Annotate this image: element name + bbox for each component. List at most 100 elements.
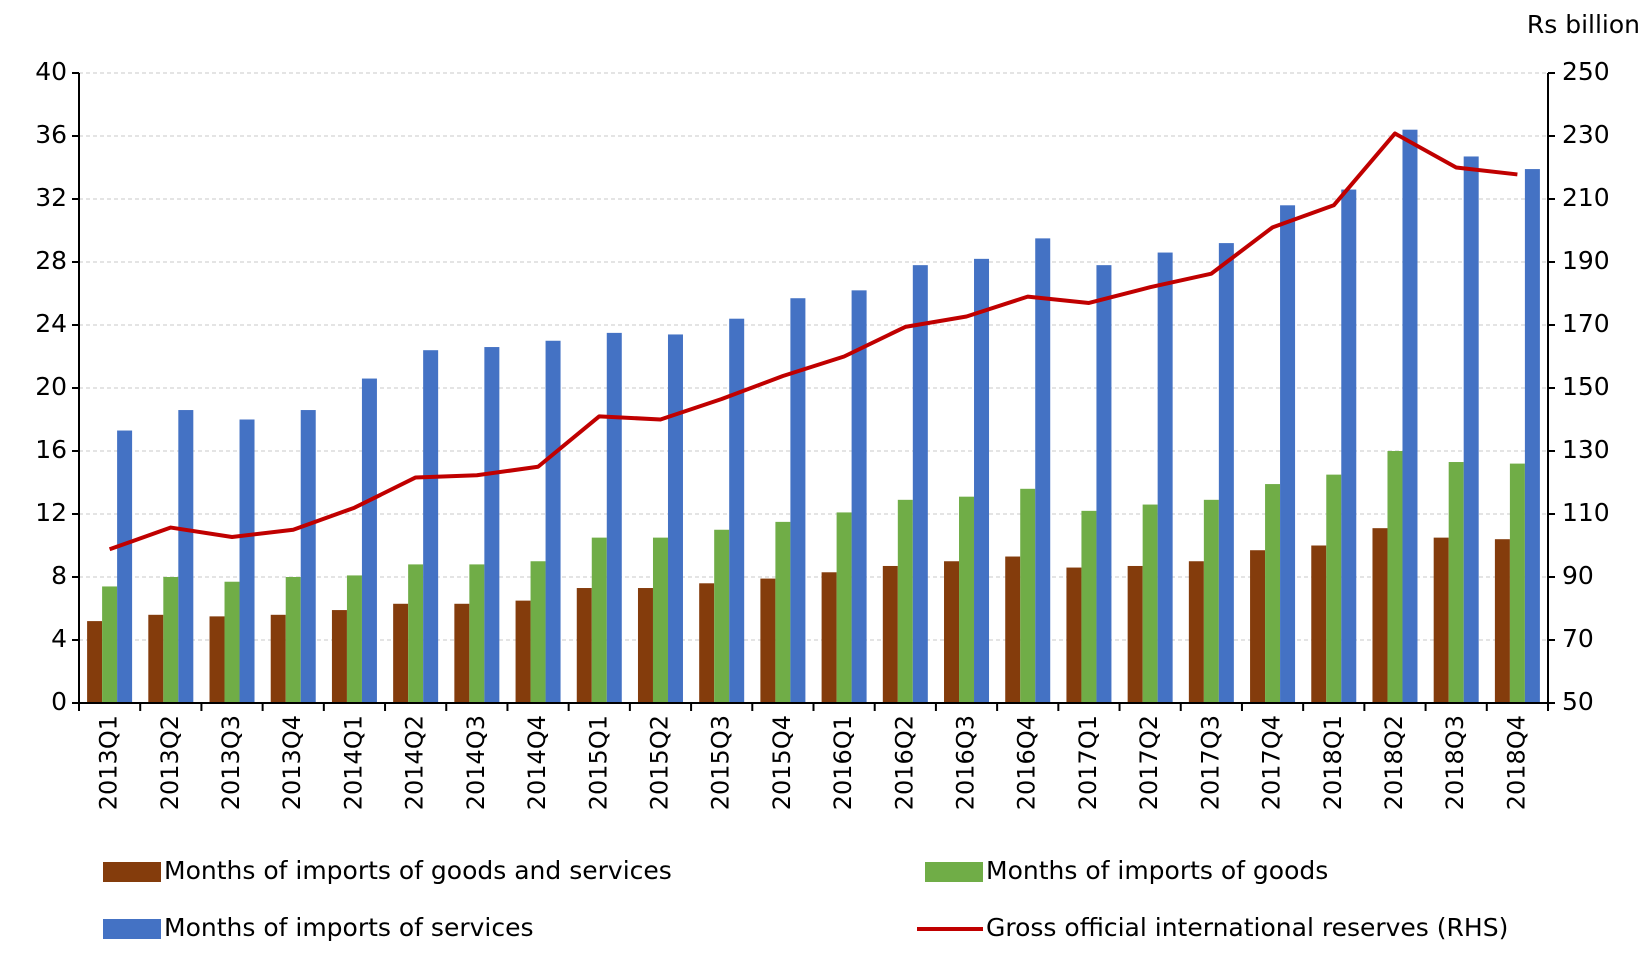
bar bbox=[393, 603, 409, 703]
y-tick-label: 20 bbox=[35, 372, 67, 401]
bar bbox=[102, 586, 118, 703]
bar bbox=[1066, 567, 1082, 703]
y-tick-label: 40 bbox=[35, 57, 67, 86]
bar bbox=[270, 614, 286, 703]
x-tick-label: 2014Q1 bbox=[339, 715, 367, 810]
bar bbox=[1157, 252, 1173, 704]
bar bbox=[760, 578, 776, 703]
y-tick-label: 32 bbox=[35, 183, 67, 212]
legend-swatch bbox=[103, 919, 161, 939]
bar bbox=[224, 581, 240, 703]
bar bbox=[515, 600, 531, 703]
y-tick-label: 4 bbox=[51, 624, 67, 653]
x-tick-label: 2015Q4 bbox=[768, 715, 796, 810]
bar bbox=[163, 577, 179, 703]
x-tick-label: 2016Q2 bbox=[890, 715, 918, 810]
bar bbox=[300, 410, 316, 703]
x-tick-label: 2016Q4 bbox=[1013, 715, 1041, 810]
bar bbox=[652, 537, 668, 703]
x-tick-label: 2018Q2 bbox=[1380, 715, 1408, 810]
bar bbox=[239, 419, 255, 703]
bar bbox=[1005, 556, 1021, 703]
bar bbox=[1035, 238, 1051, 703]
y-tick-label: 28 bbox=[35, 246, 67, 275]
bar bbox=[959, 496, 975, 703]
y2-tick-label: 70 bbox=[1562, 624, 1594, 653]
bar bbox=[1218, 243, 1234, 703]
x-tick-label: 2017Q3 bbox=[1196, 715, 1224, 810]
bar bbox=[637, 588, 653, 703]
legend-swatch bbox=[103, 862, 161, 882]
bar bbox=[1509, 463, 1525, 703]
legend-label: Months of imports of goods and services bbox=[164, 856, 672, 885]
bar bbox=[209, 616, 225, 703]
x-tick-label: 2016Q1 bbox=[829, 715, 857, 810]
x-tick-label: 2018Q1 bbox=[1319, 715, 1347, 810]
bar bbox=[361, 378, 377, 703]
y-tick-label: 12 bbox=[35, 498, 67, 527]
bar bbox=[1326, 474, 1342, 703]
line bbox=[108, 131, 1518, 552]
bar bbox=[1311, 545, 1327, 703]
bar bbox=[423, 350, 439, 703]
bar bbox=[1372, 528, 1388, 703]
bar bbox=[469, 564, 485, 703]
x-tick-label: 2017Q1 bbox=[1074, 715, 1102, 810]
bar bbox=[1081, 510, 1097, 703]
bar bbox=[836, 512, 852, 703]
bar bbox=[775, 521, 791, 703]
bar bbox=[821, 572, 837, 703]
bar bbox=[912, 265, 928, 703]
x-tick-label: 2018Q3 bbox=[1441, 715, 1469, 810]
x-tick-label: 2017Q4 bbox=[1258, 715, 1286, 810]
bar bbox=[1096, 265, 1112, 703]
bar bbox=[851, 290, 867, 703]
bar bbox=[346, 575, 362, 703]
bar bbox=[699, 583, 715, 703]
x-tick-label: 2014Q4 bbox=[523, 715, 551, 810]
bar bbox=[178, 410, 194, 703]
y2-tick-label: 90 bbox=[1562, 561, 1594, 590]
bar bbox=[408, 564, 424, 703]
y2-tick-label: 250 bbox=[1562, 57, 1610, 86]
y2-tick-label: 110 bbox=[1562, 498, 1610, 527]
bar bbox=[1188, 561, 1204, 703]
y2-tick-label: 190 bbox=[1562, 246, 1610, 275]
bar bbox=[729, 318, 745, 703]
bar bbox=[790, 298, 806, 703]
bar bbox=[897, 499, 913, 703]
bar bbox=[454, 603, 470, 703]
legend-label: Months of imports of goods bbox=[986, 856, 1328, 885]
bar bbox=[1448, 462, 1464, 703]
bar bbox=[1280, 205, 1296, 704]
y2-tick-label: 210 bbox=[1562, 183, 1610, 212]
bar bbox=[1494, 539, 1510, 703]
bar bbox=[484, 347, 500, 703]
bar bbox=[1433, 537, 1449, 703]
bar bbox=[606, 332, 622, 703]
bar bbox=[117, 430, 133, 703]
x-tick-label: 2013Q4 bbox=[278, 715, 306, 810]
x-tick-label: 2013Q2 bbox=[156, 715, 184, 810]
legend-label: Months of imports of services bbox=[164, 913, 534, 942]
bar bbox=[285, 577, 301, 703]
bar bbox=[1387, 451, 1403, 703]
bar bbox=[974, 258, 990, 703]
y2-tick-label: 130 bbox=[1562, 435, 1610, 464]
x-tick-label: 2015Q1 bbox=[584, 715, 612, 810]
legend-label: Gross official international reserves (R… bbox=[986, 913, 1508, 942]
y-tick-label: 36 bbox=[35, 120, 67, 149]
bar bbox=[1142, 504, 1158, 703]
bar bbox=[882, 565, 898, 703]
x-tick-label: 2015Q3 bbox=[707, 715, 735, 810]
bar bbox=[1265, 484, 1281, 703]
bar bbox=[530, 561, 546, 703]
y-tick-label: 16 bbox=[35, 435, 67, 464]
bar bbox=[1463, 156, 1479, 704]
x-tick-label: 2016Q3 bbox=[952, 715, 980, 810]
legend-swatch bbox=[925, 862, 983, 882]
x-tick-label: 2015Q2 bbox=[645, 715, 673, 810]
y-tick-label: 8 bbox=[51, 561, 67, 590]
bar bbox=[1524, 169, 1540, 703]
